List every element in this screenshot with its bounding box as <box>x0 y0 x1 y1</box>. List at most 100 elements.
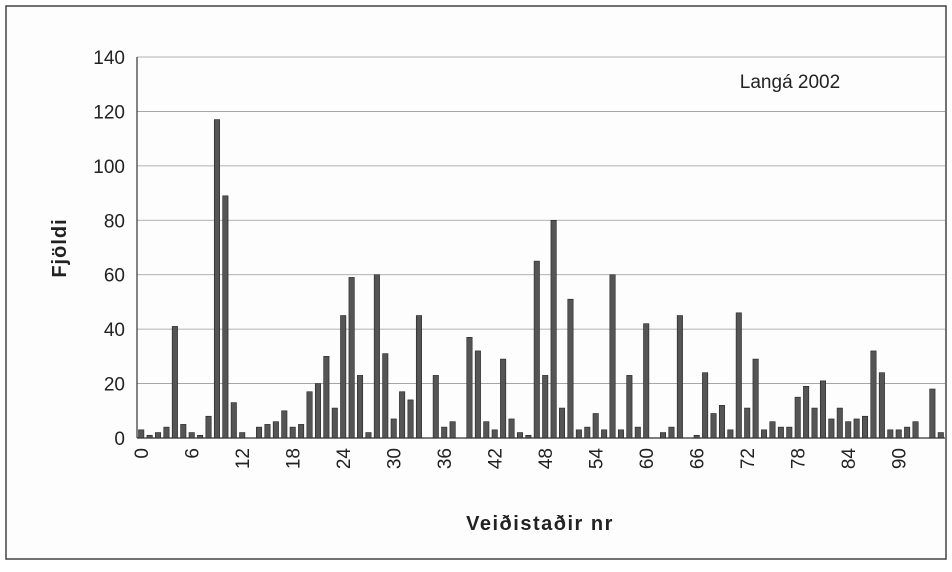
bar <box>912 421 919 439</box>
bar <box>668 426 675 439</box>
bar <box>803 385 810 439</box>
bar <box>862 415 869 439</box>
bar <box>256 426 263 439</box>
annotation: Langá 2002 <box>740 72 840 93</box>
bar <box>676 315 683 439</box>
bar <box>550 219 557 439</box>
y-tick-label: 100 <box>93 157 125 178</box>
bar <box>272 421 279 439</box>
bar <box>373 274 380 439</box>
bar <box>836 407 843 439</box>
bar <box>777 426 784 439</box>
bar <box>264 424 271 439</box>
x-tick-label: 84 <box>839 448 860 470</box>
bar <box>441 426 448 439</box>
x-axis-label: Veiðistaðir nr <box>466 513 614 535</box>
bar <box>314 383 321 439</box>
bar <box>298 424 305 439</box>
bar <box>643 323 650 439</box>
bar <box>281 410 288 439</box>
x-tick-label: 78 <box>789 448 810 469</box>
bar <box>626 375 633 439</box>
y-tick-label: 60 <box>104 266 125 287</box>
x-tick-label: 18 <box>284 448 305 469</box>
bar <box>887 429 894 439</box>
bar <box>710 413 717 439</box>
bar <box>592 413 599 439</box>
y-tick-label: 0 <box>114 429 125 450</box>
bar <box>845 421 852 439</box>
bar <box>230 402 237 439</box>
bar <box>239 432 246 439</box>
bar <box>323 356 330 439</box>
bar <box>559 407 566 439</box>
bar <box>146 434 153 439</box>
bar <box>693 434 700 439</box>
bar <box>289 426 296 439</box>
bar <box>853 418 860 439</box>
bar <box>769 421 776 439</box>
bar <box>466 337 473 439</box>
x-tick-label: 54 <box>587 448 608 470</box>
x-tick-label: 12 <box>233 448 254 469</box>
y-axis-label: Fjöldi <box>49 218 71 277</box>
bar <box>155 432 162 439</box>
y-tick-label: 80 <box>104 211 125 232</box>
bar <box>828 418 835 439</box>
bar <box>432 375 439 439</box>
bar <box>491 429 498 439</box>
bar <box>819 380 826 439</box>
bar <box>542 375 549 439</box>
bar <box>390 418 397 439</box>
bar <box>382 353 389 439</box>
x-tick-label: 24 <box>334 448 355 470</box>
bar <box>306 391 313 439</box>
bar <box>937 432 944 439</box>
bar <box>904 426 911 439</box>
bar <box>575 429 582 439</box>
bar <box>702 372 709 439</box>
bar <box>357 375 364 439</box>
bar <box>735 312 742 439</box>
bar <box>399 391 406 439</box>
bar <box>516 432 523 439</box>
bar <box>895 429 902 439</box>
x-tick-label: 72 <box>738 448 759 469</box>
bar <box>811 407 818 439</box>
bar <box>222 195 229 439</box>
bar <box>761 429 768 439</box>
bar <box>929 388 936 439</box>
bar <box>794 396 801 439</box>
x-tick-label: 42 <box>486 448 507 469</box>
y-tick-label: 140 <box>93 48 125 69</box>
bar <box>870 350 877 439</box>
bar <box>567 298 574 439</box>
x-tick-label: 6 <box>183 448 204 459</box>
bar <box>727 429 734 439</box>
x-tick-label: 30 <box>385 448 406 469</box>
bar <box>584 426 591 439</box>
bar <box>533 260 540 439</box>
bar <box>617 429 624 439</box>
bar <box>752 358 759 439</box>
y-tick-label: 120 <box>93 102 125 123</box>
bar <box>500 358 507 439</box>
bar <box>449 421 456 439</box>
bar <box>138 429 145 439</box>
x-tick-label: 36 <box>435 448 456 469</box>
bar <box>331 407 338 439</box>
x-tick-label: 60 <box>637 448 658 469</box>
x-tick-label: 66 <box>688 448 709 469</box>
bar <box>508 418 515 439</box>
bar <box>634 426 641 439</box>
chart-frame <box>5 5 947 560</box>
y-tick-label: 20 <box>104 375 125 396</box>
y-tick-label: 40 <box>104 320 125 341</box>
bar <box>878 372 885 439</box>
x-tick-label: 48 <box>536 448 557 469</box>
bar <box>474 350 481 439</box>
bar <box>213 119 220 439</box>
bar <box>365 432 372 439</box>
bar <box>415 315 422 439</box>
